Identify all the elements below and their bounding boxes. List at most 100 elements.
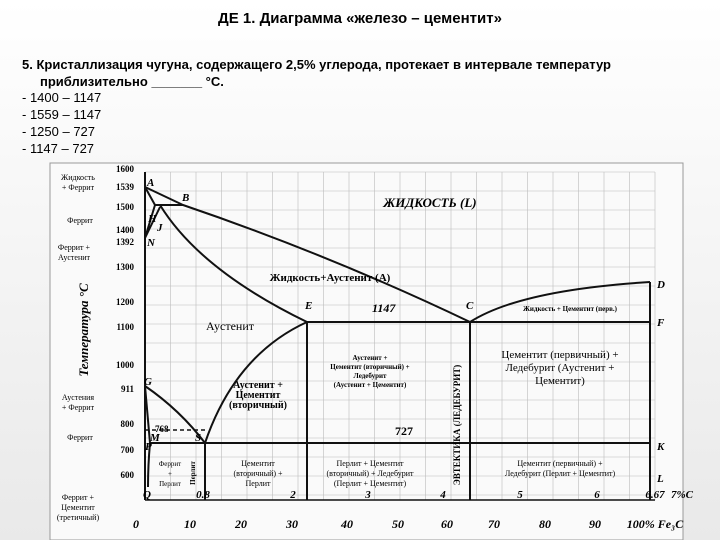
point-label: F [656,317,665,329]
label-line: (Аустенит + Цементит) [334,381,407,389]
label-line: Цементит [61,503,95,512]
region-label: Цементит (вторичный) + Перлит [233,459,283,488]
label-line: + [168,470,172,478]
label-line: + Феррит [62,183,95,192]
region-label: ЭВТЕКТИКА (ЛЕДЕБУРИТ) [452,365,462,485]
point-label: A [146,177,154,189]
region-label: Феррит + Перлит [159,460,181,488]
label-line: Аустенит [206,319,255,333]
label-line: (Перлит + Цементит) [334,479,407,488]
region-label: Цементит (первичный) + Ледебурит (Перлит … [505,459,616,478]
region-label: Перлит [189,461,197,485]
region-label: Цементит (первичный) + Ледебурит (Аустени… [501,349,618,387]
label-line: Феррит [159,460,181,468]
region-label: Феррит [67,433,93,442]
solidus [159,204,308,323]
bottom-axis-label: 70 [488,517,500,531]
temperature-label: 1400 [116,225,135,235]
bottom-axis-label: 50 [392,517,404,531]
bottom-axis-label: 60 [441,517,453,531]
region-label: Аустенит + Цементит (вторичный) + Ледебури… [330,354,409,389]
title: ДЕ 1. Диаграмма «железо – цементит» [218,10,502,27]
region-label: Жидкость+Аустенит (А) [270,272,391,284]
label-line: (вторичный) + Ледебурит [326,469,414,478]
label-line: Феррит + [58,243,91,252]
region-label: Жидкость + Цементит (перв.) [523,305,618,313]
temperature-label: 800 [121,419,135,429]
bottom-axis-label: 90 [589,517,601,531]
phase-lines [144,172,655,501]
temperature-label: 1100 [116,322,134,332]
line [144,204,161,239]
point-label: C [466,300,474,312]
label-line: Феррит [67,433,93,442]
temperature-label: 1200 [116,297,135,307]
label-line: Перлит [159,480,181,488]
label-line: Цементит [236,390,281,401]
bottom-axis-label: 10 [184,517,196,531]
question-line: 5. Кристаллизация чугуна, содержащего 2,… [22,57,611,72]
region-label: Аустенит [206,319,255,333]
region-label: Феррит + Цементит (третичный) [57,493,100,522]
top-axis-label: 2 [289,489,296,501]
temperature-label: 1392 [116,237,135,247]
temperature-label: 1539 [116,182,135,192]
label-line: Аустенит + [233,380,283,391]
label-line: Ледебурит (Перлит + Цементит) [505,469,616,478]
label-line: Перлит [246,479,271,488]
temperature-label: 1500 [116,202,135,212]
grid [144,171,656,500]
top-axis-label: 6.67 [645,489,665,501]
label-line: Перлит [189,461,197,485]
option: - 1250 – 727 [22,124,96,139]
bottom-axis-label: 40 [340,517,353,531]
label-line: Цементит (вторичный) + [330,363,409,371]
label-line: Цементит) [535,375,585,387]
top-axis-label: 4 [439,489,446,501]
label-line: Жидкость+Аустенит (А) [270,272,391,284]
bottom-axis-label: 80 [539,517,551,531]
bottom-axis-label: 30 [285,517,298,531]
liquidus [469,281,651,323]
line [144,385,152,488]
top-axis-label: 6 [594,489,600,501]
temperature-label: 1000 [116,360,135,370]
temperature-label: 700 [121,445,135,455]
option: - 1400 – 1147 [22,90,102,105]
temperature-mark: 1147 [372,301,396,315]
gs-line [144,385,206,444]
liquidus [144,186,471,323]
label-line: Ледебурит (Аустенит + [506,362,615,374]
option: - 1147 – 727 [22,141,95,156]
point-label: P [145,441,152,453]
question-line: приблизительно _______ °С. [40,74,224,89]
point-label: L [656,473,664,485]
region-label: Перлит + Цементит (вторичный) + Ледебурит… [326,459,414,488]
point-label: G [144,376,152,388]
region-label: Аустенит + Цементит (вторичный) [229,380,287,411]
point-label: E [304,300,312,312]
label-line: Феррит + [62,493,95,502]
region-label: Жидкость + Феррит [61,173,95,192]
top-axis-label: 5 [517,489,523,501]
label-line: Феррит [67,216,93,225]
point-label: Q [143,489,151,501]
point-label: K [656,441,665,453]
label-line: Аустенит + [353,354,388,362]
diagram-frame [49,162,684,540]
bottom-axis-label: 100% Fe₃C [627,517,685,531]
label-line: (вторичный) + [233,469,283,478]
axis-title: Температура °С [76,283,91,377]
point-label: J [156,222,163,234]
label-line: ЭВТЕКТИКА (ЛЕДЕБУРИТ) [452,365,462,485]
region-label: Аустения + Феррит [62,393,95,412]
label-line: Аустенит [58,253,91,262]
temperature-mark: 727 [395,424,413,438]
vertical-line [204,282,651,500]
label-line: Ледебурит [354,372,387,380]
temperature-label: 1300 [116,262,135,272]
region-label: Феррит [67,216,93,225]
bottom-axis-label: 20 [234,517,247,531]
